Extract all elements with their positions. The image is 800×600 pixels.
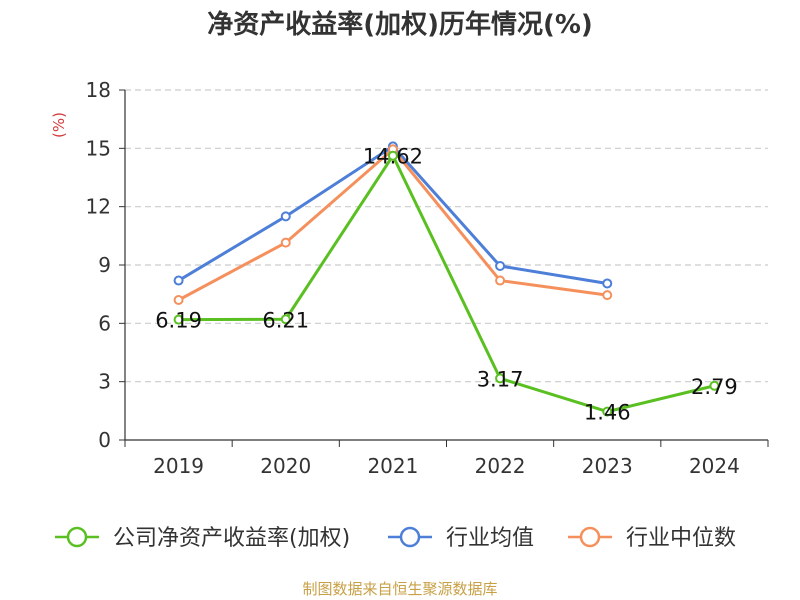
series-1-point-2022 <box>495 260 506 271</box>
data-label-2022: 3.17 <box>477 367 524 391</box>
y-axis-label: (%) <box>50 112 68 138</box>
x-tick-label-2024: 2024 <box>689 454 740 478</box>
legend-label-0: 公司净资产收益率(加权) <box>113 526 350 551</box>
legend-label-2: 行业中位数 <box>626 526 736 551</box>
x-tick-label-2019: 2019 <box>153 454 204 478</box>
series-2-point-2022 <box>495 275 506 286</box>
legend-item-0[interactable]: 公司净资产收益率(加权) <box>55 526 350 551</box>
series-0-point-2022 <box>495 373 506 384</box>
chart-title: 净资产收益率(加权)历年情况(%) <box>207 10 593 40</box>
y-tick-label-12: 12 <box>86 195 111 219</box>
series-0-point-2024 <box>709 380 720 391</box>
legend-marker-1 <box>399 526 421 548</box>
series-0-point-2021 <box>387 150 398 161</box>
y-tick-label-6: 6 <box>98 311 111 335</box>
legend-item-2[interactable]: 行业中位数 <box>568 526 736 551</box>
data-label-2024: 2.79 <box>691 375 738 399</box>
legend[interactable]: 公司净资产收益率(加权) 行业均值 行业中位数 <box>55 526 736 551</box>
y-tick-label-9: 9 <box>98 253 111 277</box>
axes: 0 3 6 9 12 15 18 2019 2020 2021 2022 2023 2024 <box>86 78 769 478</box>
legend-label-1: 行业均值 <box>446 526 534 551</box>
x-tick-label-2020: 2020 <box>260 454 311 478</box>
x-tick-label-2021: 2021 <box>367 454 418 478</box>
data-label-2020: 6.21 <box>262 308 309 332</box>
y-tick-label-3: 3 <box>98 370 111 394</box>
data-label-2023: 1.46 <box>584 401 631 425</box>
data-label-2019: 6.19 <box>155 309 202 333</box>
data-labels: 6.19 6.21 14.62 3.17 1.46 2.79 <box>155 145 738 425</box>
data-source-note: 制图数据来自恒生聚源数据库 <box>302 580 498 598</box>
series-1-point-2019 <box>173 275 184 286</box>
series-group <box>173 141 720 417</box>
y-tick-label-15: 15 <box>86 136 111 160</box>
series-line-2 <box>177 147 608 302</box>
legend-marker-0 <box>66 526 88 548</box>
series-1-point-2023 <box>602 278 613 289</box>
series-2-point-2023 <box>602 290 613 301</box>
series-0-point-2019 <box>173 314 184 325</box>
y-tick-label-0: 0 <box>98 428 111 452</box>
series-0-point-2020 <box>280 314 291 325</box>
series-2-point-2020 <box>280 237 291 248</box>
series-1-point-2020 <box>280 211 291 222</box>
grid-lines <box>125 89 768 383</box>
x-tick-label-2022: 2022 <box>475 454 526 478</box>
legend-marker-2 <box>579 526 601 548</box>
y-tick-label-18: 18 <box>86 78 111 102</box>
series-line-0 <box>178 154 715 414</box>
series-0-point-2023 <box>602 406 613 417</box>
data-label-2021: 14.62 <box>363 145 423 169</box>
series-2-point-2019 <box>173 295 184 305</box>
x-tick-label-2023: 2023 <box>582 454 633 478</box>
legend-item-1[interactable]: 行业均值 <box>388 526 534 551</box>
